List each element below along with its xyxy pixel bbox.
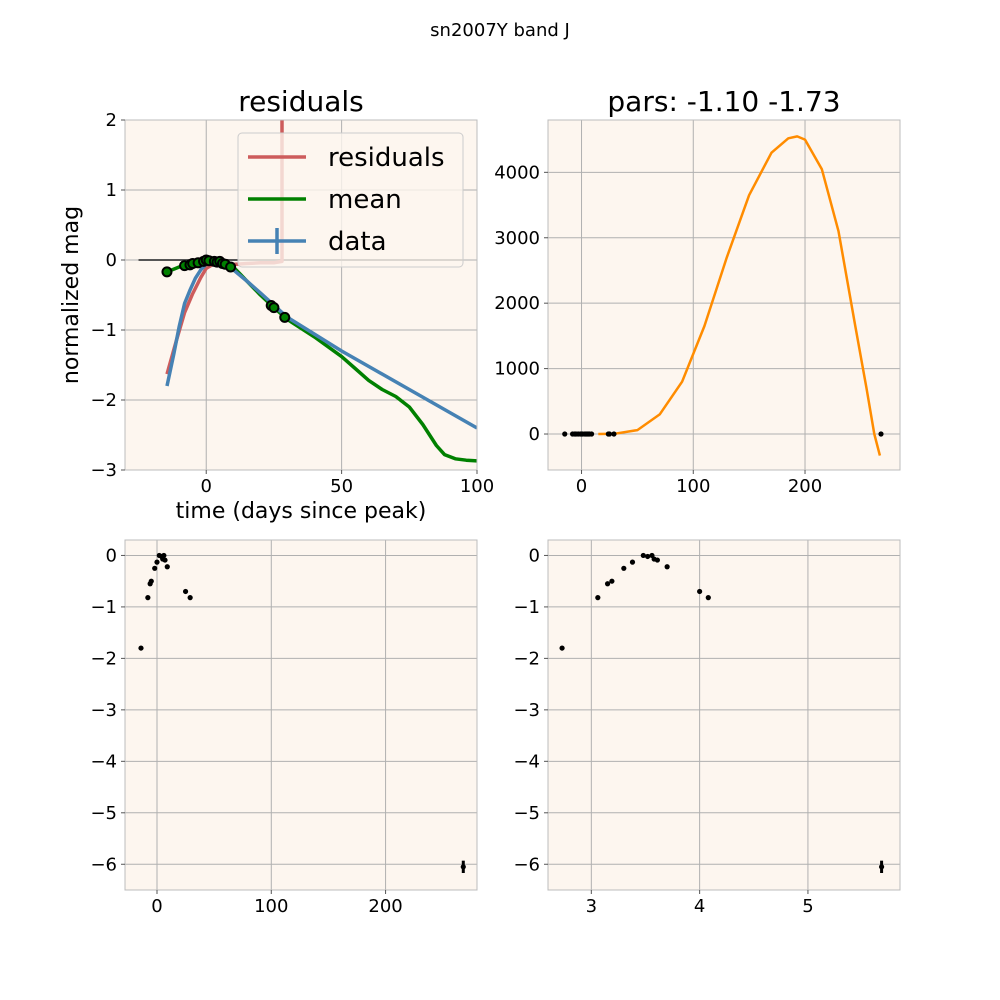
- logtime-panel-data-point: [878, 864, 885, 870]
- time-panel-ytick-label: −1: [90, 597, 117, 618]
- residuals-panel-ytick-label: −2: [90, 390, 117, 411]
- time-panel-ytick-label: −4: [90, 751, 117, 772]
- time-panel-data-point: [138, 645, 144, 651]
- pars-panel-xtick-label: 0: [576, 476, 587, 497]
- time-panel-ytick-label: −5: [90, 803, 117, 824]
- pars-panel-data-point: [588, 431, 595, 437]
- logtime-panel-plot-area: [559, 552, 885, 874]
- pars-panel-data-point: [606, 431, 613, 437]
- time-panel-xtick-label: 0: [151, 896, 162, 917]
- logtime-panel-data-point: [697, 588, 703, 595]
- figure-suptitle: sn2007Y band J: [430, 20, 570, 41]
- pars-panel-data-point: [562, 431, 568, 437]
- residuals-panel-legend-box: [237, 132, 464, 268]
- logtime-panel: 3 4 5 0 −1 −2 −3 −4 −5 −6: [513, 539, 901, 917]
- pars-panel-xtick-label: 200: [788, 476, 822, 497]
- pars-panel-background: [548, 120, 900, 470]
- residuals-panel-frame: [124, 119, 478, 471]
- time-panel-xtick-label: 200: [368, 896, 402, 917]
- residuals-panel-ylabel: normalized mag: [59, 206, 84, 384]
- residuals-panel-data-point: [225, 261, 237, 273]
- pars-panel-plot-area: [562, 135, 884, 456]
- logtime-panel-ytick-label: −4: [513, 751, 540, 772]
- time-panel-data-point: [162, 557, 168, 563]
- logtime-panel-frame: [547, 539, 901, 891]
- residuals-panel-xlabel: time (days since peak): [176, 499, 427, 524]
- residuals-panel-legend-label-mean: mean: [328, 185, 402, 215]
- time-panel-background: [125, 540, 477, 890]
- time-panel-plot-area: [138, 552, 466, 874]
- logtime-panel-ytick-label: 0: [529, 545, 540, 566]
- residuals-panel: residuals time (days since peak) normali…: [59, 85, 494, 524]
- pars-panel-ytick-label: 3000: [494, 228, 540, 249]
- logtime-panel-data-point: [609, 578, 615, 584]
- residuals-panel-data-point: [161, 266, 173, 278]
- pars-panel-ytick-label: 0: [529, 424, 540, 445]
- logtime-panel-xtick-label: 3: [586, 896, 597, 917]
- pars-panel-ytick-label: 4000: [494, 162, 540, 183]
- pars-panel-title: pars: -1.10 -1.73: [607, 85, 840, 118]
- time-panel-data-point: [161, 552, 167, 559]
- residuals-panel-ytick-label: 0: [106, 250, 117, 271]
- logtime-panel-data-point: [595, 595, 601, 601]
- logtime-panel-ytick-label: −6: [513, 854, 540, 875]
- residuals-panel-ytick-label: −3: [90, 460, 117, 481]
- time-panel-xtick-label: 100: [254, 896, 288, 917]
- pars-panel-ytick-label: 1000: [494, 359, 540, 380]
- time-panel-ytick-label: −6: [90, 854, 117, 875]
- logtime-panel-data-point: [664, 564, 670, 570]
- logtime-panel-data-point: [629, 559, 636, 565]
- time-panel-frame: [124, 539, 478, 891]
- logtime-panel-data-point: [559, 645, 565, 651]
- logtime-panel-data-point: [604, 581, 611, 587]
- logtime-panel-xtick-label: 4: [694, 896, 705, 917]
- pars-panel: pars: -1.10 -1.73 0 100 200 4000 3000 2000 100…: [494, 85, 901, 497]
- logtime-panel-data-point: [645, 553, 651, 560]
- residuals-panel-legend-label-data: data: [328, 227, 387, 257]
- time-panel-data-point: [164, 564, 170, 570]
- pars-panel-data-point: [878, 431, 884, 437]
- logtime-panel-ytick-label: −5: [513, 803, 540, 824]
- residuals-panel-data-point: [268, 302, 280, 314]
- residuals-panel-xtick-label: 0: [201, 476, 212, 497]
- residuals-panel-ytick-label: 1: [106, 180, 117, 201]
- time-panel: 0 100 200 0 −1 −2 −3 −4 −5 −6: [90, 539, 478, 917]
- logtime-panel-data-point: [621, 565, 627, 571]
- time-panel-ytick-label: −3: [90, 700, 117, 721]
- logtime-panel-ytick-label: −2: [513, 648, 540, 669]
- residuals-panel-ytick-label: 2: [106, 110, 117, 131]
- logtime-panel-xtick-label: 5: [802, 896, 813, 917]
- pars-panel-data-point: [611, 431, 617, 437]
- residuals-panel-legend-label-residuals: residuals: [328, 143, 445, 173]
- pars-panel-frame: [547, 119, 901, 471]
- residuals-panel-ytick-label: −1: [90, 320, 117, 341]
- time-panel-ytick-label: −2: [90, 648, 117, 669]
- logtime-panel-ytick-label: −3: [513, 700, 540, 721]
- logtime-panel-data-point: [654, 557, 660, 563]
- time-panel-data-point: [187, 595, 193, 601]
- residuals-panel-title: residuals: [238, 85, 364, 118]
- logtime-panel-ytick-label: −1: [513, 597, 540, 618]
- time-panel-data-point: [154, 559, 160, 565]
- residuals-panel-xtick-label: 50: [330, 476, 353, 497]
- logtime-panel-data-point: [640, 552, 646, 559]
- pars-panel-xtick-label: 100: [676, 476, 710, 497]
- time-panel-data-point: [182, 588, 189, 595]
- logtime-panel-background: [548, 540, 900, 890]
- residuals-panel-xtick-label: 100: [460, 476, 494, 497]
- pars-panel-series-fit-line: [598, 135, 882, 456]
- time-panel-data-point: [145, 595, 151, 601]
- time-panel-ytick-label: 0: [106, 545, 117, 566]
- pars-panel-ytick-label: 2000: [494, 293, 540, 314]
- residuals-panel-legend: residuals mean data: [237, 132, 464, 268]
- time-panel-data-point: [148, 578, 154, 584]
- time-panel-data-point: [460, 864, 466, 870]
- residuals-panel-data-point: [279, 311, 291, 323]
- time-panel-data-point: [152, 565, 158, 571]
- logtime-panel-data-point: [705, 595, 711, 601]
